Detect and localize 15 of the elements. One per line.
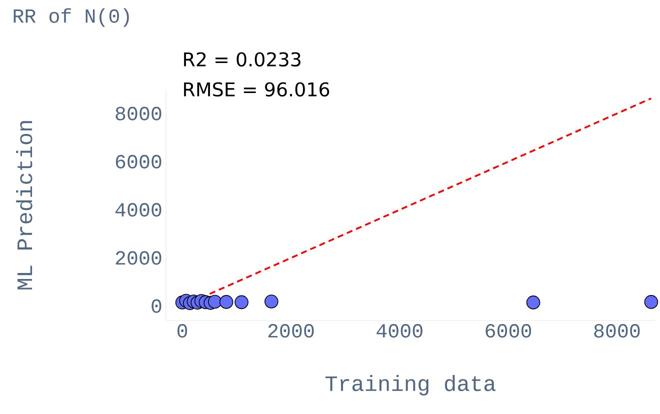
y-tick-label: 0 [152, 299, 162, 313]
y-tick-label: 2000 [116, 251, 162, 265]
x-tick-label: 2000 [268, 324, 314, 338]
y-axis-title: ML Prediction [16, 121, 32, 290]
x-tick-label: 4000 [376, 324, 422, 338]
x-tick-label: 6000 [486, 324, 532, 338]
text: R2 = 0.0233 [184, 52, 300, 67]
y-tick-label: 4000 [115, 203, 162, 217]
x-tick-label: 8000 [594, 324, 640, 338]
x-axis-title: Training data [326, 374, 496, 396]
y-tick-label: 6000 [116, 154, 162, 168]
annotation: RMSE = 96.016 [184, 82, 330, 97]
x-tick-label: 0 [178, 324, 188, 338]
chart-title: RR of N(0) [14, 8, 129, 27]
y-tick-label: 8000 [116, 106, 162, 120]
